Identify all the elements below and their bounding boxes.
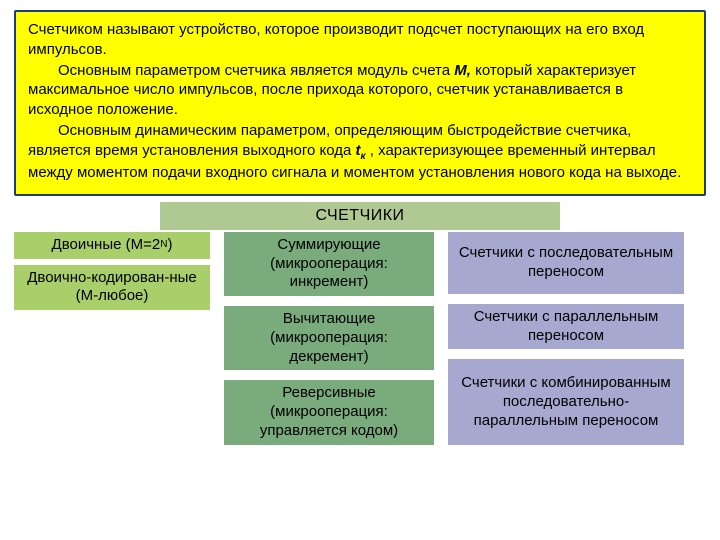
box-binary-a: Двоичные (М=2 — [52, 236, 161, 255]
box-parallel-carry: Счетчики с параллельным переносом — [448, 304, 684, 350]
box-summing: Суммирующие (микрооперация: инкремент) — [224, 232, 434, 296]
diagram-grid: Двоичные (М=2N) Двоично-кодирован-ные (М… — [14, 232, 706, 446]
box-binary: Двоичные (М=2N) — [14, 232, 210, 259]
box-combined-carry: Счетчики с комбинированным последователь… — [448, 359, 684, 445]
box-serial-carry: Счетчики с последовательным переносом — [448, 232, 684, 294]
column-direction: Суммирующие (микрооперация: инкремент) В… — [224, 232, 434, 445]
box-binary-b: ) — [167, 236, 172, 255]
box-binary-sup: N — [160, 239, 167, 252]
box-bcd: Двоично-кодирован-ные (М-любое) — [14, 265, 210, 311]
title-row: СЧЕТЧИКИ — [14, 202, 706, 230]
diagram-title: СЧЕТЧИКИ — [160, 202, 560, 230]
box-reversible: Реверсивные (микрооперация: управляется … — [224, 380, 434, 444]
intro-p1: Счетчиком называют устройство, которое п… — [28, 20, 692, 60]
intro-p1-text: Счетчиком называют устройство, которое п… — [28, 21, 644, 58]
slide: Счетчиком называют устройство, которое п… — [0, 0, 720, 540]
column-carry-type: Счетчики с последовательным переносом Сч… — [448, 232, 684, 446]
box-subtracting: Вычитающие (микрооперация: декремент) — [224, 306, 434, 370]
intro-p2: Основным параметром счетчика является мо… — [28, 61, 692, 120]
intro-p2-b: М, — [454, 62, 471, 79]
intro-p3: Основным динамическим параметром, опреде… — [28, 121, 692, 183]
intro-block: Счетчиком называют устройство, которое п… — [14, 10, 706, 196]
column-binary-types: Двоичные (М=2N) Двоично-кодирован-ные (М… — [14, 232, 210, 310]
intro-p2-a: Основным параметром счетчика является мо… — [58, 62, 454, 79]
